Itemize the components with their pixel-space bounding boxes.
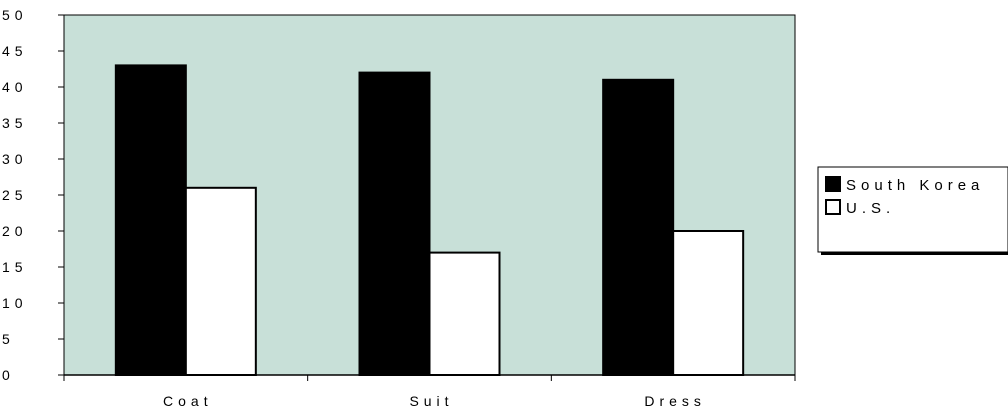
legend-label: South Korea xyxy=(846,177,984,194)
x-tick-label: Coat xyxy=(163,393,213,409)
legend-swatch xyxy=(825,176,841,192)
y-axis-ticks: 0 5 10 15 20 25 30 35 40 45 50 xyxy=(2,7,64,383)
legend-label: U.S. xyxy=(846,200,895,217)
y-tick-label: 25 xyxy=(2,187,28,203)
x-axis-ticks: Coat Suit Dress xyxy=(63,375,796,409)
y-tick-label: 20 xyxy=(2,223,28,239)
bar-south-korea-coat xyxy=(114,64,187,377)
y-tick-label: 35 xyxy=(2,115,28,131)
bars xyxy=(114,64,745,377)
y-tick-label: 0 xyxy=(2,367,15,383)
bar-south-korea-dress xyxy=(602,78,675,377)
x-tick-label: Dress xyxy=(644,393,706,409)
bar-u-s-dress xyxy=(672,230,745,376)
legend-swatch xyxy=(825,199,841,215)
legend-box xyxy=(817,166,1008,253)
y-tick-label: 50 xyxy=(2,7,28,23)
y-tick-label: 5 xyxy=(2,331,15,347)
bar-u-s-suit xyxy=(428,251,501,377)
y-tick-label: 10 xyxy=(2,295,28,311)
bar-south-korea-suit xyxy=(358,71,431,376)
legend: South Korea U.S. xyxy=(817,166,1008,255)
y-tick-label: 40 xyxy=(2,79,28,95)
y-tick-label: 15 xyxy=(2,259,28,275)
bar-u-s-coat xyxy=(184,186,257,376)
y-tick-label: 30 xyxy=(2,151,28,167)
x-tick-label: Suit xyxy=(409,393,453,409)
y-tick-label: 45 xyxy=(2,43,28,59)
